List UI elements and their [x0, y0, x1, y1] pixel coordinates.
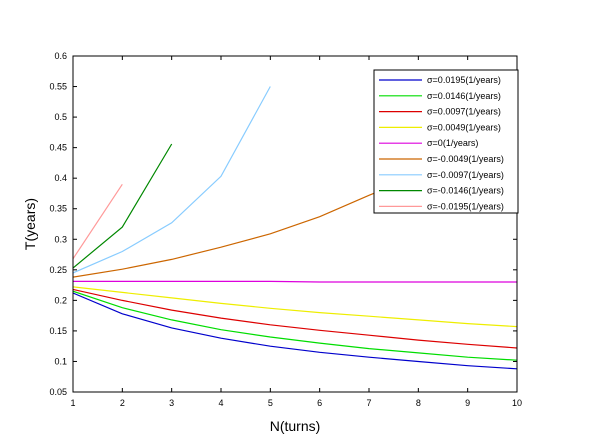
series-line-7 — [73, 86, 271, 274]
legend-label: σ=0.0049(1/years) — [427, 122, 501, 132]
y-tick-label: 0.1 — [54, 356, 67, 366]
series-line-9 — [73, 183, 123, 260]
x-axis-ticks: 1 2 3 4 5 6 7 8 9 10 — [70, 56, 522, 408]
series-line-1 — [73, 292, 517, 370]
y-axis-title: T(years) — [22, 198, 38, 250]
legend-label: σ=-0.0097(1/years) — [427, 170, 504, 180]
plot-frame — [72, 55, 518, 393]
series-line-6 — [73, 174, 419, 278]
legend-box — [373, 69, 519, 214]
y-tick-label: 0.6 — [54, 51, 67, 61]
legend: σ=0.0195(1/years) σ=0.0146(1/years) σ=0.00… — [373, 69, 519, 214]
x-tick-label: 7 — [366, 398, 371, 408]
plot-lines — [73, 86, 517, 370]
series-line-8 — [73, 143, 173, 269]
x-tick-label: 1 — [70, 398, 75, 408]
legend-label: σ=0(1/years) — [427, 138, 478, 148]
x-tick-label: 4 — [218, 398, 223, 408]
legend-label: σ=-0.0146(1/years) — [427, 186, 504, 196]
y-tick-label: 0.25 — [49, 265, 67, 275]
x-tick-label: 9 — [465, 398, 470, 408]
series-line-4 — [73, 286, 517, 328]
legend-label: σ=-0.0049(1/years) — [427, 154, 504, 164]
x-tick-label: 6 — [317, 398, 322, 408]
legend-label: σ=0.0097(1/years) — [427, 107, 501, 117]
x-tick-label: 5 — [268, 398, 273, 408]
x-tick-label: 2 — [120, 398, 125, 408]
x-tick-label: 3 — [169, 398, 174, 408]
x-tick-label: 10 — [512, 398, 522, 408]
y-tick-label: 0.55 — [49, 82, 67, 92]
y-tick-label: 0.45 — [49, 143, 67, 153]
y-tick-label: 0.4 — [54, 173, 67, 183]
legend-label: σ=-0.0195(1/years) — [427, 201, 504, 211]
y-tick-label: 0.5 — [54, 112, 67, 122]
y-tick-label: 0.2 — [54, 295, 67, 305]
x-tick-label: 8 — [416, 398, 421, 408]
series-line-2 — [73, 290, 517, 361]
legend-label: σ=0.0195(1/years) — [427, 75, 501, 85]
y-tick-label: 0.3 — [54, 234, 67, 244]
legend-label: σ=0.0146(1/years) — [427, 91, 501, 101]
y-tick-label: 0.35 — [49, 204, 67, 214]
y-tick-label: 0.05 — [49, 387, 67, 397]
y-tick-label: 0.15 — [49, 326, 67, 336]
x-axis-title: N(turns) — [270, 418, 321, 434]
series-line-5 — [73, 280, 517, 283]
series-line-3 — [73, 288, 517, 349]
